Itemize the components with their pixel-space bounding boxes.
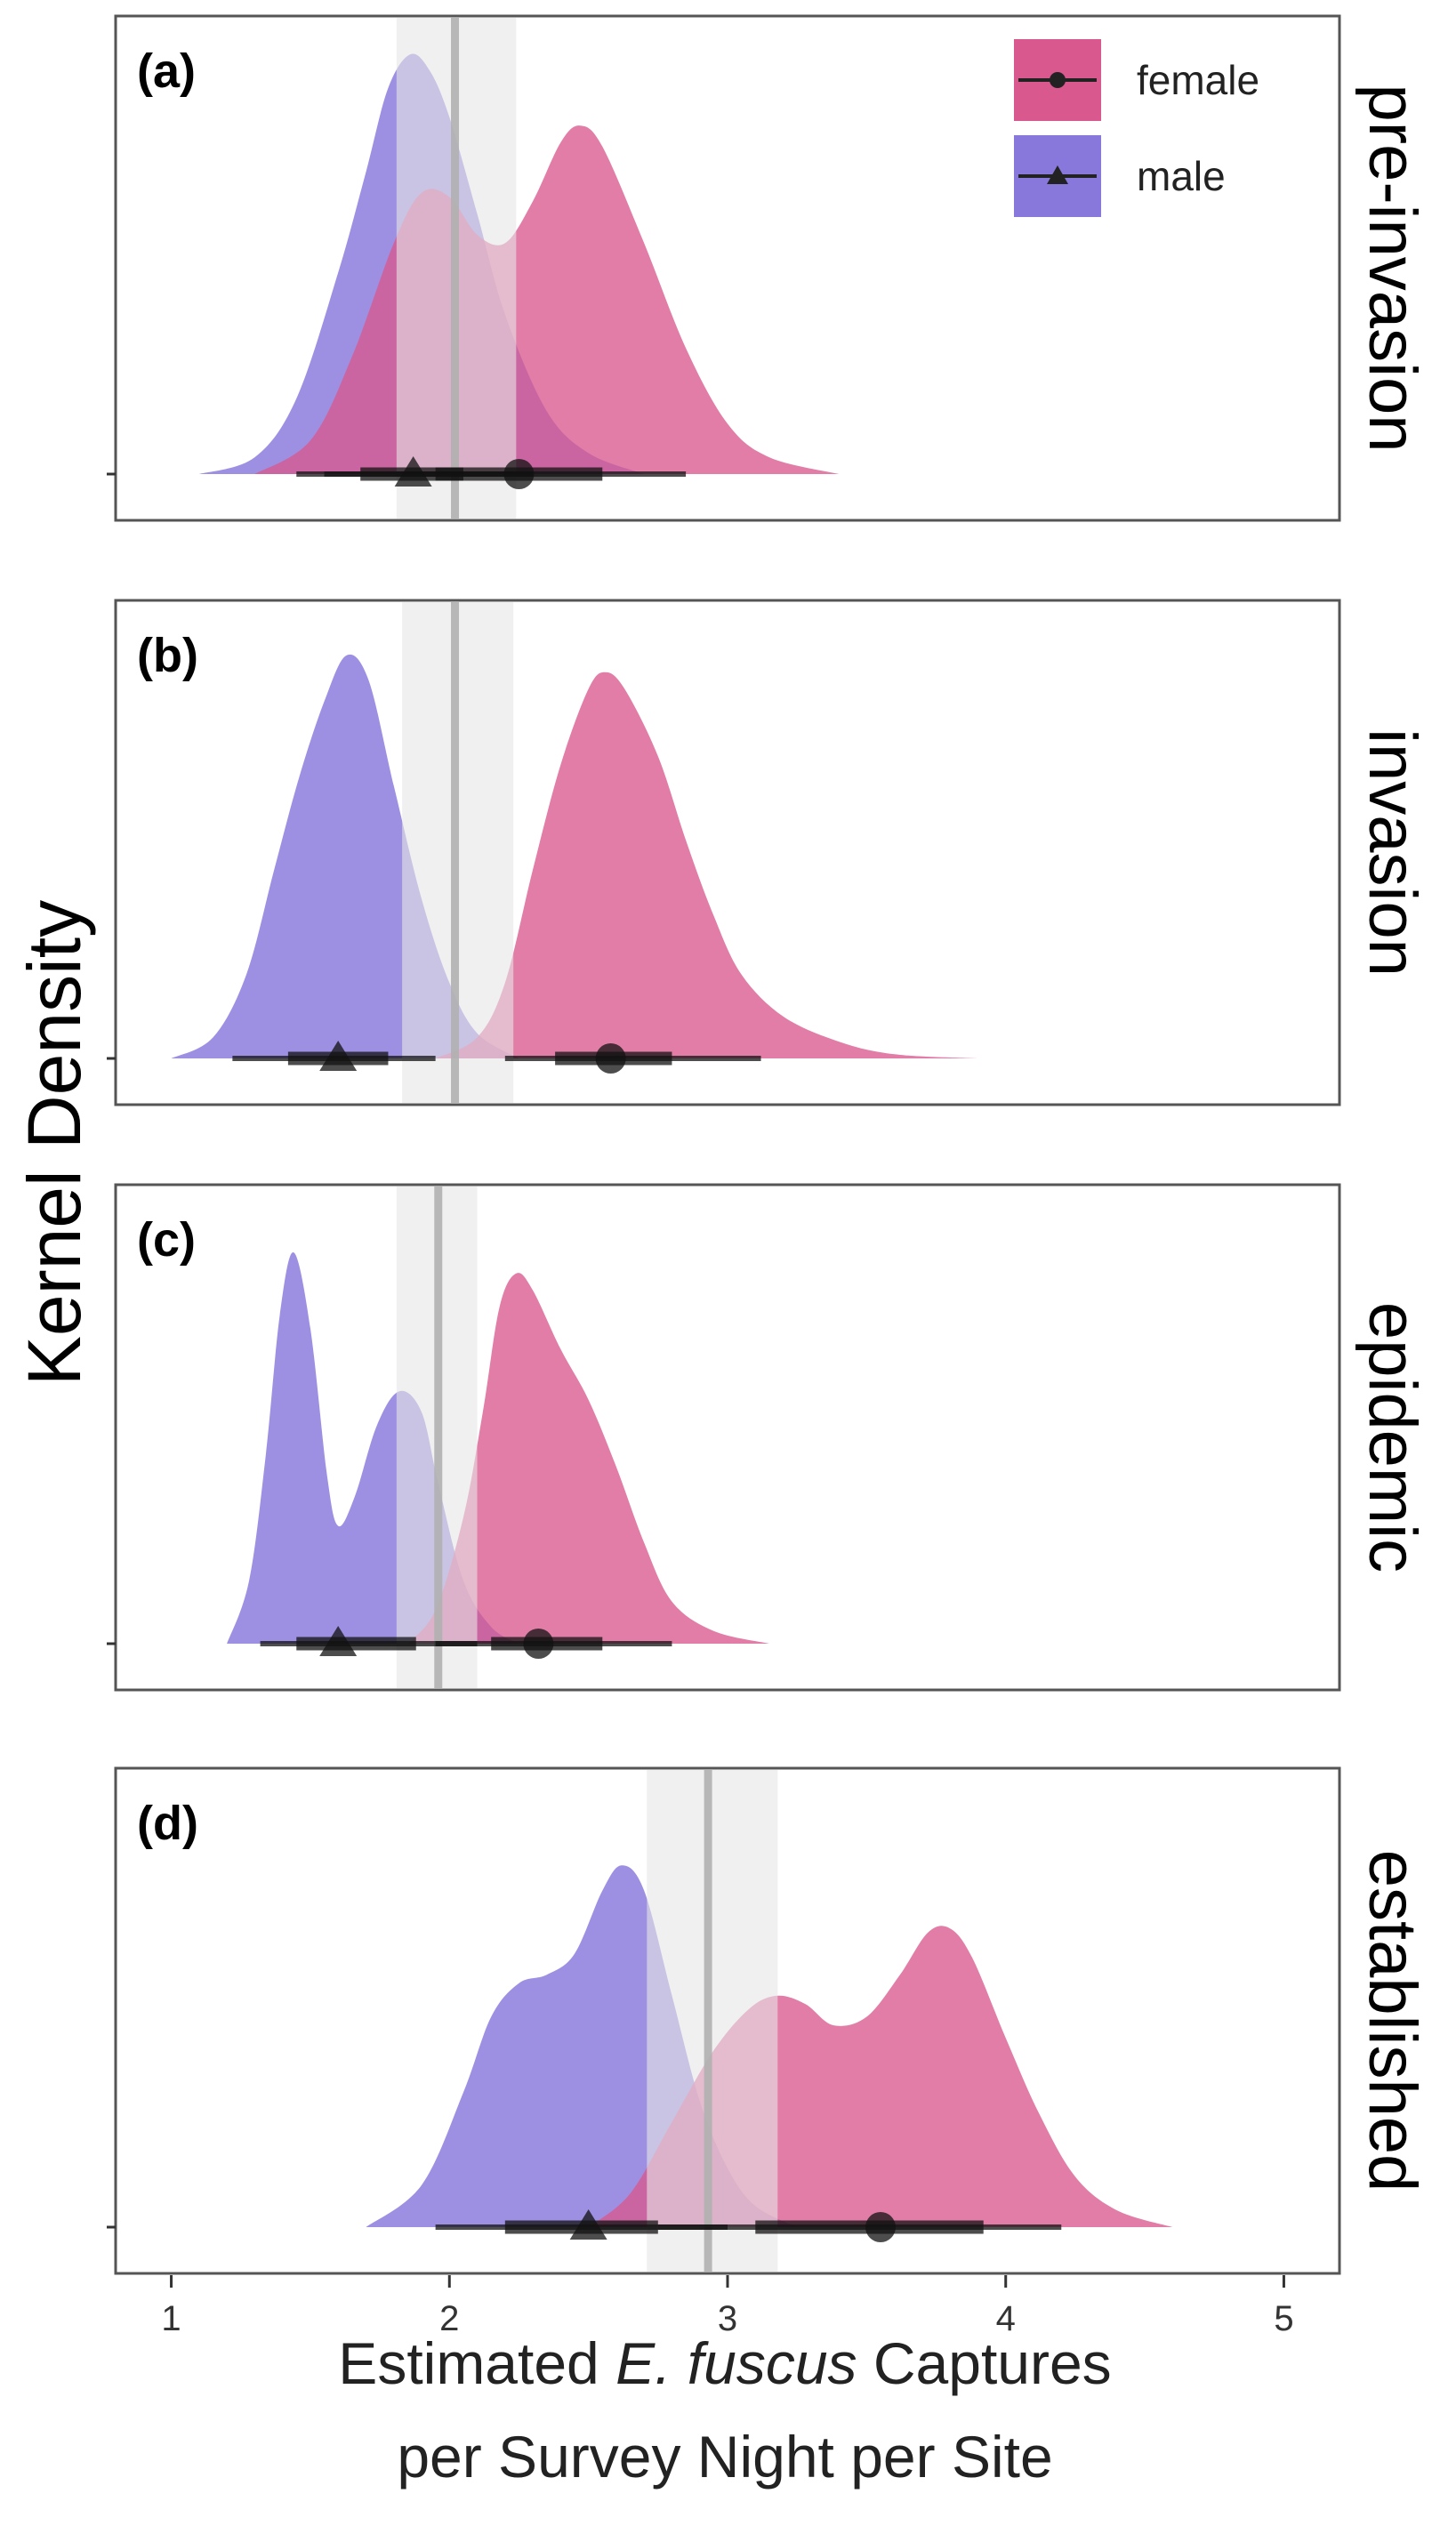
panel-letter-a: (a) bbox=[137, 44, 196, 98]
legend-circle-icon bbox=[1050, 72, 1066, 88]
y-axis-label: Kernel Density bbox=[12, 900, 96, 1386]
point-estimate-male bbox=[319, 1041, 358, 1071]
panel-epidemic bbox=[107, 1183, 1341, 1692]
legend-label-male: male bbox=[1137, 153, 1226, 199]
panel-letter-b: (b) bbox=[137, 629, 198, 682]
panel-pre-invasion bbox=[107, 14, 1341, 522]
x-axis-label-line1: Estimated E. fuscus Captures bbox=[338, 2330, 1111, 2396]
strip-label-established: established bbox=[1355, 1850, 1430, 2192]
point-estimate-female bbox=[865, 2212, 896, 2242]
point-estimate-female bbox=[595, 1043, 626, 1074]
panel-letter-c: (c) bbox=[137, 1213, 196, 1267]
threshold-band bbox=[647, 1770, 778, 2272]
x-tick-label: 4 bbox=[996, 2299, 1016, 2338]
density-area-female bbox=[435, 672, 978, 1058]
x-tick-label: 2 bbox=[439, 2299, 459, 2338]
x-axis-label-line2: per Survey Night per Site bbox=[397, 2424, 1052, 2490]
strip-label-epidemic: epidemic bbox=[1355, 1302, 1430, 1573]
x-axis: 1 2 3 4 5 bbox=[161, 2275, 1294, 2338]
density-area-female bbox=[407, 1273, 769, 1644]
x-tick-label: 5 bbox=[1274, 2299, 1293, 2338]
x-tick-label: 1 bbox=[161, 2299, 181, 2338]
point-estimate-male bbox=[569, 2209, 607, 2240]
panel-established bbox=[107, 1766, 1341, 2275]
x-tick-label: 3 bbox=[718, 2299, 737, 2338]
legend-triangle-icon bbox=[1047, 165, 1068, 184]
panel-letter-d: (d) bbox=[137, 1797, 198, 1850]
point-estimate-male bbox=[394, 456, 432, 487]
legend-label-female: female bbox=[1137, 57, 1259, 103]
legend: female male bbox=[1014, 39, 1259, 217]
point-estimate-female bbox=[523, 1629, 554, 1659]
point-estimate-male bbox=[319, 1626, 358, 1656]
panel-invasion bbox=[107, 599, 1341, 1106]
strip-label-pre-invasion: pre-invasion bbox=[1355, 84, 1430, 453]
strip-label-invasion: invasion bbox=[1355, 728, 1430, 977]
